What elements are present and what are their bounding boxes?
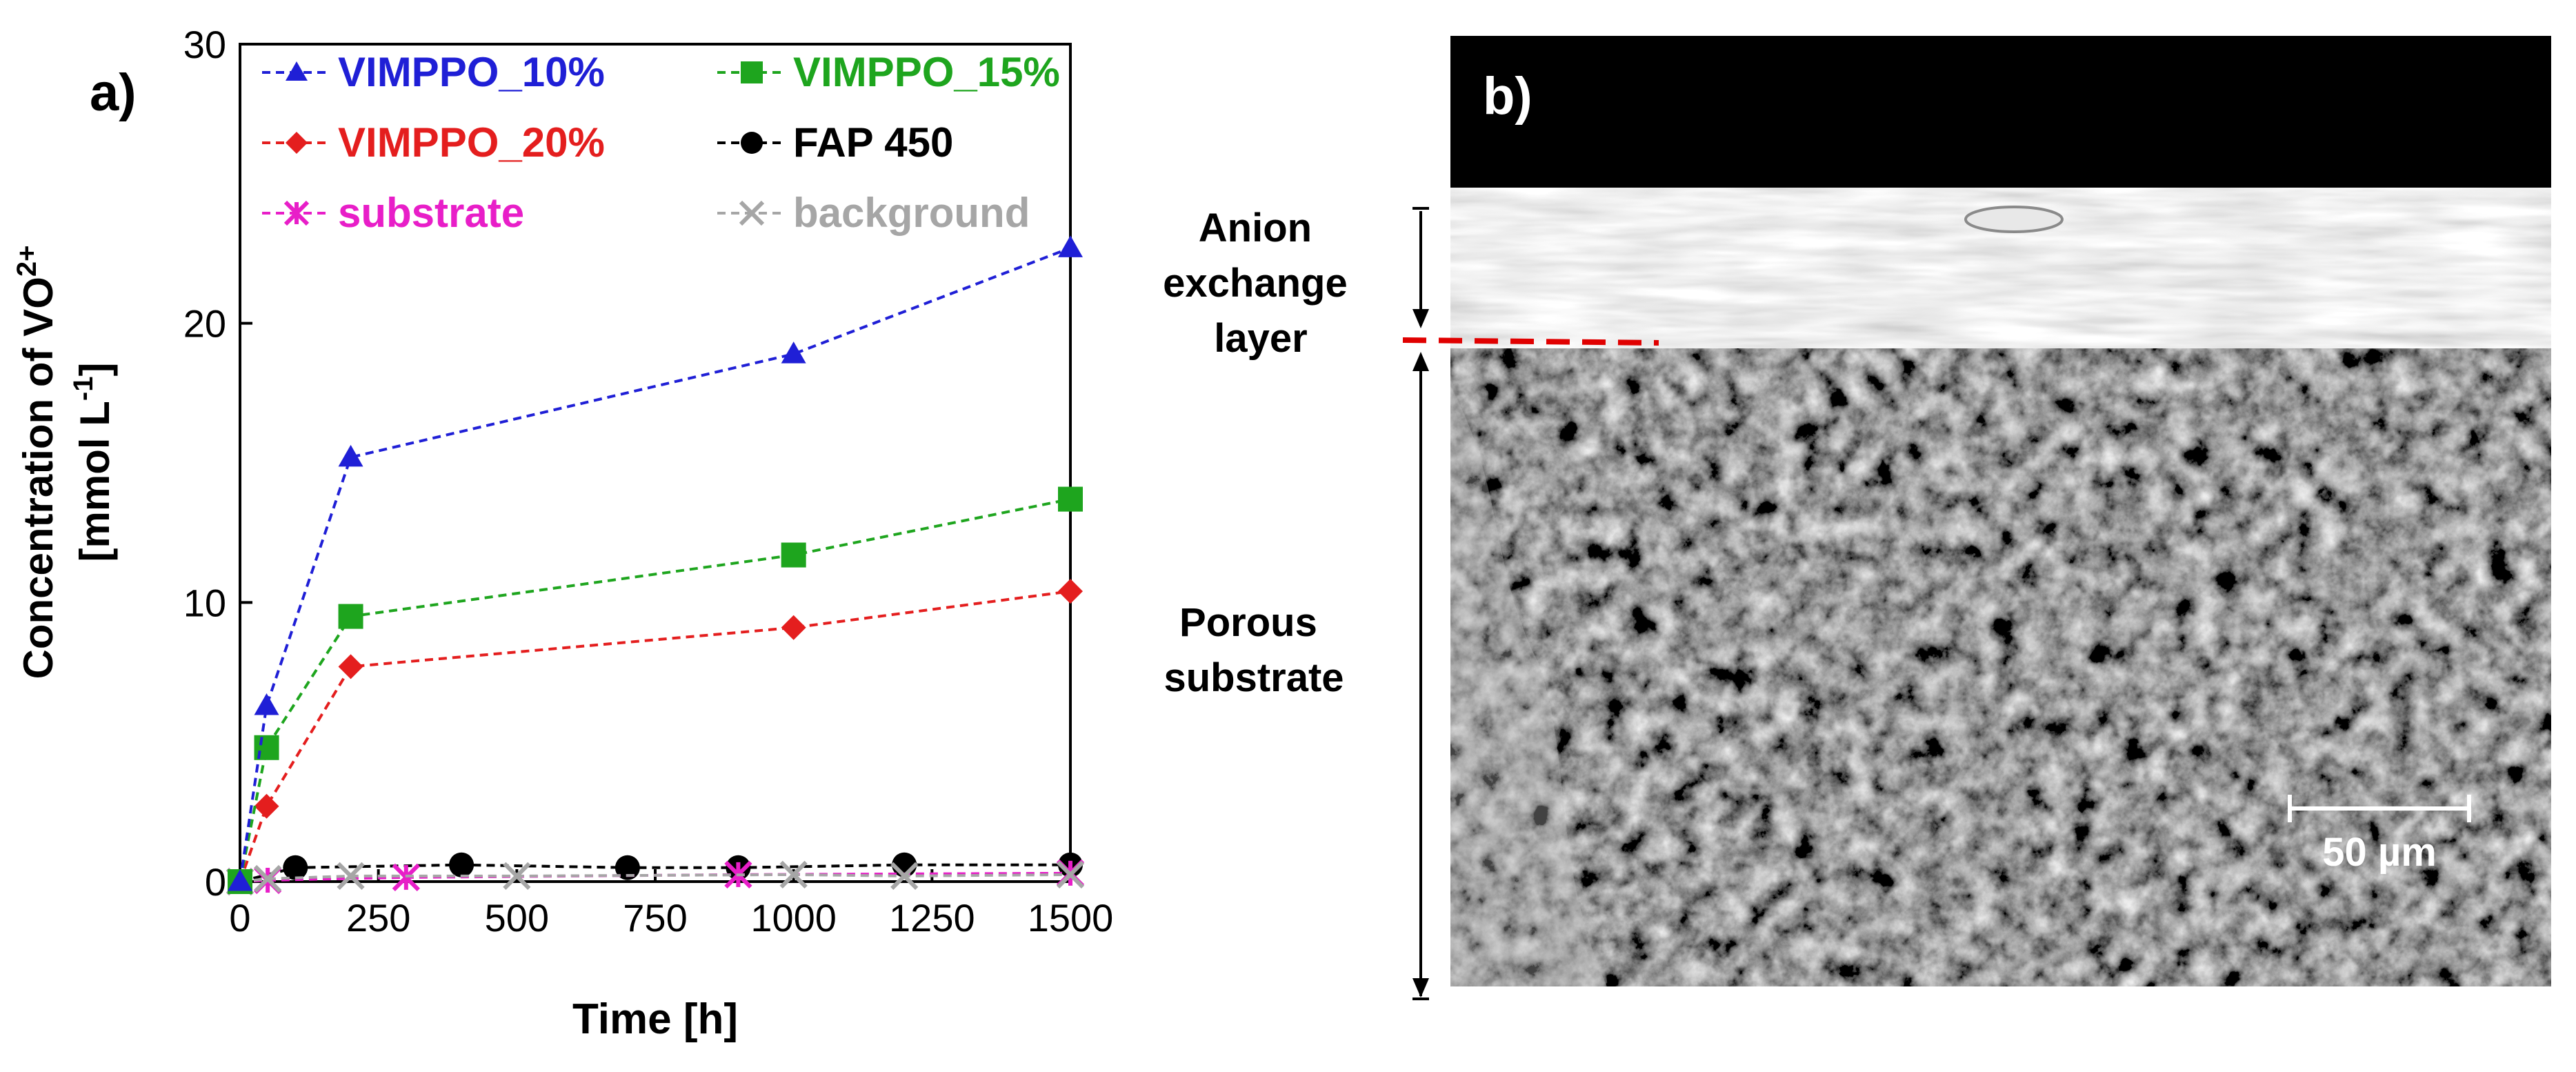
- data-point: [228, 869, 252, 891]
- layer-thickness-arrow: [1412, 207, 1429, 328]
- legend-label: FAP 450: [793, 119, 953, 166]
- data-point: [781, 615, 806, 640]
- data-point: [1058, 486, 1083, 512]
- legend-item: VIMPPO_20%: [262, 119, 605, 166]
- scale-bar: 50 µm: [2288, 795, 2471, 875]
- data-series: [226, 235, 1085, 896]
- data-point: [615, 855, 640, 880]
- x-axis-label: Time [h]: [572, 995, 738, 1043]
- y-tick-label: 30: [183, 23, 226, 66]
- legend-item: substrate: [262, 190, 524, 236]
- panel-b-label: b): [1483, 67, 1532, 126]
- porous-substrate-image: [1450, 324, 2551, 986]
- x-tick-label: 1000: [750, 896, 837, 940]
- legend-label: VIMPPO_10%: [338, 49, 605, 95]
- y-axis-label-line2: [mmol L: [72, 401, 118, 562]
- sem-micrograph: b) 50 µm Anion exchange layer P: [1163, 36, 2551, 1000]
- y-axis-label: Concentration of VO2+: [12, 246, 61, 679]
- data-point: [781, 341, 806, 364]
- plot-area: [239, 43, 1072, 883]
- legend-label: background: [793, 190, 1030, 236]
- x-tick-label: 750: [623, 896, 687, 940]
- y-tick-label: 20: [183, 302, 226, 346]
- x-axis-ticks: 0 250 500 750 1000 1250 1500: [229, 869, 1113, 940]
- data-point: [283, 855, 308, 880]
- fracture-edge-highlight: [1450, 386, 1607, 986]
- x-tick-label: 500: [485, 896, 549, 940]
- legend-marker: [741, 61, 763, 83]
- data-point: [392, 863, 420, 892]
- legend-marker: [286, 61, 308, 81]
- data-point: [338, 654, 363, 679]
- series-VIMPPO_15%: [228, 486, 1083, 894]
- y-axis-label-line1: Concentration of VO: [15, 277, 61, 679]
- y-axis-label-sup1: 2+: [12, 246, 42, 277]
- data-point: [503, 862, 531, 891]
- data-point: [254, 793, 279, 819]
- anion-label-line1: Anion: [1199, 206, 1312, 250]
- legend-item: FAP 450: [717, 119, 953, 166]
- series-line: [239, 497, 1071, 882]
- anion-label-line2: exchange: [1163, 261, 1348, 306]
- legend-item: VIMPPO_10%: [262, 49, 605, 95]
- porous-substrate-label: Porous substrate: [1164, 600, 1344, 700]
- data-point: [338, 444, 363, 467]
- data-point: [1058, 579, 1083, 604]
- data-point: [338, 604, 363, 629]
- porous-label-line1: Porous: [1179, 600, 1317, 645]
- surface-defect: [1964, 206, 2064, 233]
- legend-marker: [286, 132, 308, 154]
- data-point: [1056, 860, 1085, 889]
- anion-label-line3: layer: [1214, 316, 1307, 361]
- legend-marker: [283, 200, 310, 226]
- y-axis-ticks: 0 10 20 30: [183, 23, 252, 904]
- x-tick-label: 1250: [889, 896, 975, 940]
- data-point: [254, 693, 279, 715]
- series-line: [239, 246, 1071, 882]
- legend-item: VIMPPO_15%: [717, 49, 1060, 95]
- anion-exchange-layer-label: Anion exchange layer: [1163, 206, 1359, 361]
- porous-label-line2: substrate: [1164, 655, 1344, 700]
- legend-marker: [741, 132, 763, 154]
- anion-exchange-layer-image: [1450, 188, 2551, 348]
- series-VIMPPO_10%: [228, 235, 1083, 891]
- data-point: [1058, 235, 1083, 257]
- data-point: [781, 542, 806, 568]
- data-point: [779, 860, 808, 889]
- legend-item: background: [717, 190, 1030, 236]
- data-point: [449, 852, 475, 877]
- legend-marker: [739, 200, 765, 226]
- legend-label: substrate: [338, 190, 524, 236]
- data-point: [254, 864, 282, 893]
- legend-label: VIMPPO_20%: [338, 119, 605, 166]
- interface-line: [1402, 337, 1659, 346]
- panel-a-label: a): [90, 63, 137, 122]
- y-axis-label-unit: [mmol L-1]: [68, 363, 118, 562]
- x-tick-label: 250: [346, 896, 410, 940]
- scale-bar-label: 50 µm: [2322, 830, 2437, 875]
- data-point: [337, 862, 365, 891]
- concentration-chart: a) 0 10 20 30 0 250 500 750 1000 1250 1500 Concen…: [12, 23, 1113, 1043]
- y-tick-label: 0: [205, 860, 226, 904]
- x-tick-label: 1500: [1028, 896, 1114, 940]
- data-point: [890, 862, 919, 891]
- y-axis-label-sup2: -1: [68, 377, 99, 401]
- legend-label: VIMPPO_15%: [793, 49, 1060, 95]
- series-line: [239, 590, 1071, 882]
- y-tick-label: 10: [183, 581, 226, 624]
- substrate-thickness-arrow: [1412, 352, 1429, 1000]
- legend: VIMPPO_10% VIMPPO_15% VIMPPO_20% FAP 450 sub…: [262, 49, 1060, 236]
- x-tick-label: 0: [229, 896, 250, 940]
- y-axis-label-close: ]: [72, 363, 118, 377]
